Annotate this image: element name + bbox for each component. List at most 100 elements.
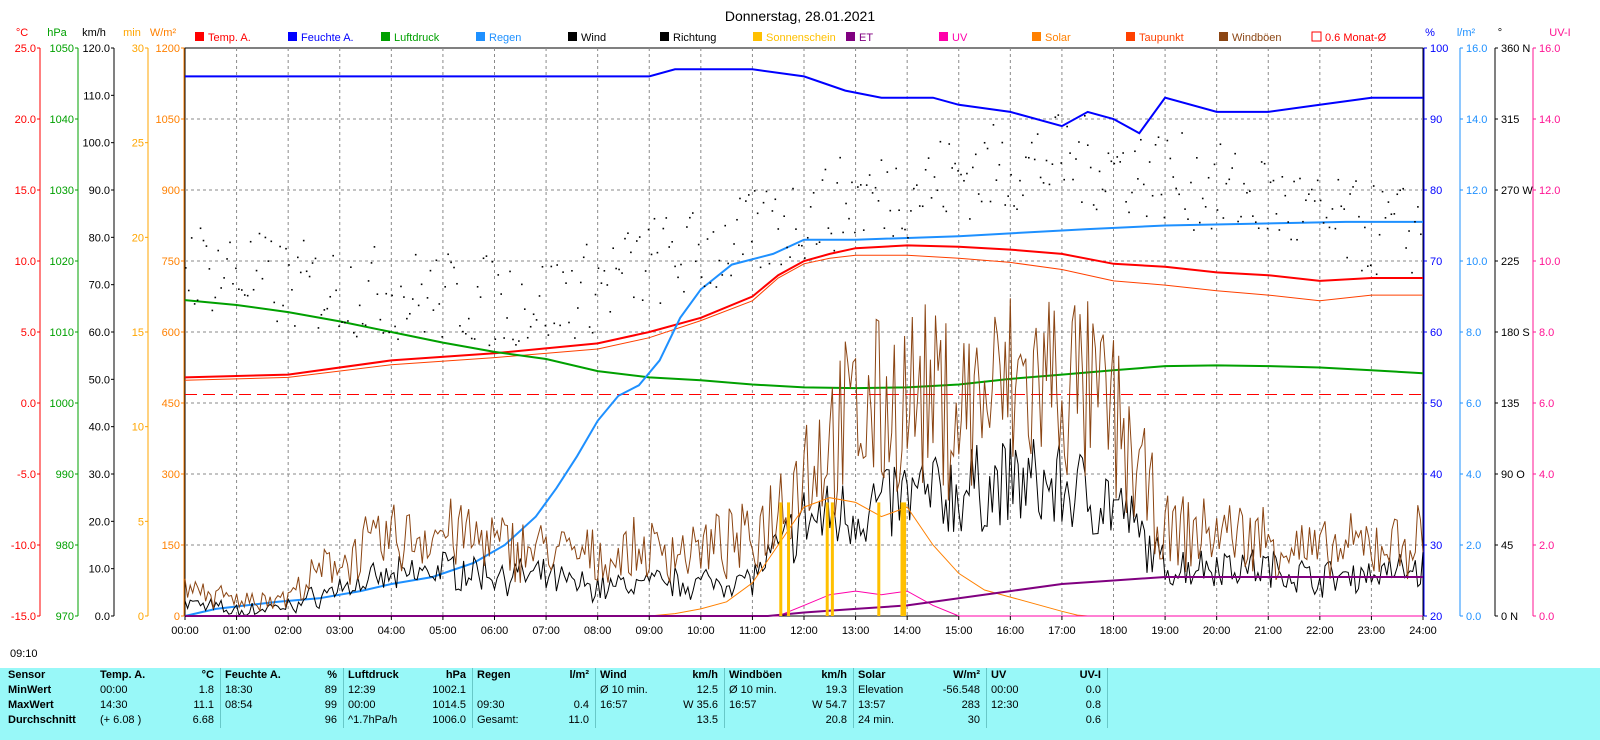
- series-richtung-point: [252, 288, 255, 291]
- y-tick-label: 20.0: [15, 114, 36, 126]
- axis-units: °C hPa km/h min W/m²% l/m² ° UV-I: [16, 27, 1571, 39]
- y-axis-unit: UV-I: [1549, 27, 1570, 39]
- series-richtung-point: [804, 257, 806, 259]
- series-richtung-point: [1181, 132, 1183, 134]
- series-richtung-point: [500, 293, 502, 295]
- series-richtung-point: [1081, 201, 1083, 203]
- series-richtung-point: [1051, 163, 1054, 165]
- series-richtung-point: [1361, 269, 1363, 272]
- series-richtung-point: [1293, 180, 1295, 183]
- series-richtung-point: [1325, 216, 1328, 219]
- y-tick-label: 750: [162, 256, 180, 268]
- time-label: 09:10: [10, 648, 38, 660]
- series-richtung-point: [1272, 179, 1275, 182]
- x-tick-label: 02:00: [274, 625, 302, 637]
- stats-cell: ^1.7hPa/h: [348, 714, 398, 726]
- series-richtung-point: [733, 243, 735, 245]
- series-richtung-point: [771, 210, 774, 212]
- series-richtung-point: [942, 205, 945, 208]
- y-tick-label: 120.0: [82, 43, 110, 55]
- stats-cell: 12:30: [991, 699, 1019, 711]
- series-richtung-point: [745, 200, 747, 202]
- series-richtung-point: [1372, 185, 1375, 187]
- series-richtung-point: [644, 270, 647, 272]
- series-richtung-point: [812, 192, 815, 194]
- series-richtung-point: [465, 332, 467, 335]
- series-richtung-point: [939, 140, 942, 143]
- series-richtung-point: [1420, 233, 1422, 236]
- legend-label: Sonnenschein: [766, 32, 836, 44]
- series-richtung-point: [612, 247, 615, 250]
- series-richtung-point: [739, 197, 741, 200]
- series-richtung-point: [1369, 264, 1372, 267]
- stats-cell: 09:30: [477, 699, 505, 711]
- y-tick-label: 15.0: [15, 185, 36, 197]
- stats-cell: 18:30: [225, 684, 253, 696]
- series-sonnenschein-bar: [900, 502, 904, 616]
- series-richtung-point: [789, 256, 791, 258]
- series-richtung-point: [1366, 265, 1369, 267]
- series-richtung-point: [373, 246, 376, 248]
- series-richtung-point: [1125, 201, 1127, 203]
- series-richtung-point: [185, 267, 187, 269]
- series-richtung-point: [969, 218, 971, 220]
- series-richtung-point: [423, 330, 426, 333]
- y-tick-label: 990: [56, 469, 74, 481]
- y-tick-label: 12.0: [1466, 185, 1487, 197]
- stats-cell: [537, 683, 596, 698]
- stats-cell: [473, 683, 538, 698]
- series-richtung-point: [1163, 216, 1166, 219]
- series-richtung-point: [577, 307, 579, 309]
- series-richtung-point: [913, 187, 915, 190]
- series-layer: [184, 68, 1424, 618]
- series-richtung-point: [1131, 191, 1133, 194]
- series-richtung-point: [1411, 271, 1413, 274]
- series-richtung-point: [618, 268, 620, 271]
- series-richtung-point: [627, 232, 629, 235]
- series-richtung-point: [344, 321, 346, 324]
- series-richtung-point: [571, 269, 573, 272]
- series-richtung-point: [877, 200, 880, 202]
- series-richtung-point: [983, 141, 986, 144]
- series-richtung-point: [1252, 215, 1254, 217]
- stats-cell: 16:57: [729, 699, 757, 711]
- series-richtung-point: [1137, 178, 1139, 180]
- series-richtung-point: [650, 253, 653, 256]
- series-richtung-point: [497, 274, 500, 276]
- series-richtung-point: [700, 276, 703, 278]
- series-richtung-point: [1022, 194, 1024, 197]
- legend-swatch: [1032, 32, 1041, 41]
- series-richtung-point: [860, 184, 862, 186]
- legend-label: 0.6 Monat-Ø: [1325, 32, 1387, 44]
- y-tick-label: 14.0: [1539, 114, 1560, 126]
- series-richtung-point: [273, 301, 276, 304]
- series-richtung-point: [550, 265, 553, 268]
- series-richtung-point: [214, 296, 217, 299]
- series-richtung-point: [556, 264, 558, 266]
- legend-swatch: [288, 32, 297, 41]
- legend-swatch: [568, 32, 577, 41]
- x-tick-label: 03:00: [326, 625, 354, 637]
- stats-cell: 24 min.: [858, 714, 895, 726]
- series-richtung-point: [960, 173, 962, 176]
- series-richtung-point: [1084, 114, 1086, 117]
- series-richtung-point: [951, 167, 953, 169]
- series-richtung-point: [426, 297, 429, 299]
- series-richtung-point: [1134, 150, 1136, 153]
- series-richtung-point: [933, 176, 936, 178]
- x-tick-label: 17:00: [1048, 625, 1076, 637]
- series-richtung-point: [635, 240, 638, 242]
- series-richtung-point: [742, 253, 744, 256]
- series-richtung-point: [394, 325, 396, 328]
- series-richtung-point: [382, 332, 385, 334]
- y-tick-label: 90 O: [1501, 469, 1525, 481]
- series-richtung-point: [795, 228, 797, 230]
- y-tick-label: 110.0: [83, 90, 110, 102]
- stats-cell: UV: [991, 669, 1007, 681]
- series-richtung-point: [238, 288, 240, 291]
- series-richtung-point: [1393, 213, 1396, 215]
- y-tick-label: 10.0: [1539, 256, 1560, 268]
- series-richtung-point: [447, 253, 449, 256]
- series-richtung-point: [523, 308, 526, 310]
- stats-row: Durchschnitt (+ 6.08 ) 6.68 96 ^1.7hPa/h 1006…: [0, 713, 1108, 728]
